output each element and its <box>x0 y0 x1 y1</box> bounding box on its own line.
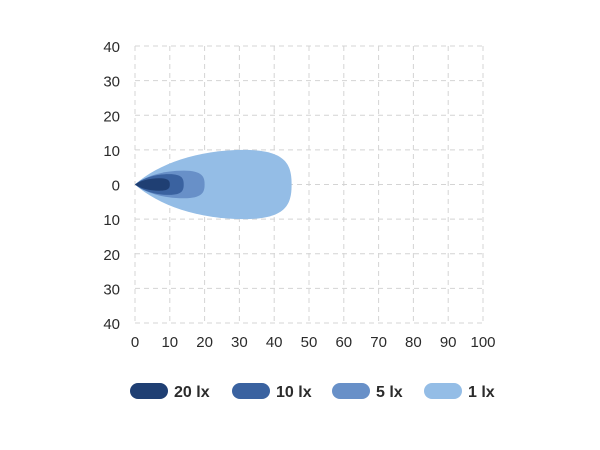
legend-label: 1 lx <box>468 384 495 401</box>
y-tick-label: 0 <box>112 178 120 195</box>
y-tick-label: 40 <box>103 39 120 56</box>
y-tick-label: 40 <box>103 316 120 333</box>
x-tick-label: 0 <box>131 334 139 351</box>
x-tick-label: 20 <box>196 334 213 351</box>
beam-contours <box>135 149 292 220</box>
x-axis-ticks: 0 10 20 30 40 50 60 70 80 90 100 <box>131 334 496 351</box>
x-tick-label: 50 <box>301 334 318 351</box>
x-tick-label: 100 <box>470 334 495 351</box>
legend: 20 lx 10 lx 5 lx 1 lx <box>130 383 495 401</box>
y-tick-label: 10 <box>103 212 120 229</box>
legend-swatch <box>332 383 370 399</box>
y-tick-label: 30 <box>103 74 120 91</box>
beam-contour-1lx <box>135 149 292 220</box>
legend-swatch <box>130 383 168 399</box>
legend-swatch <box>424 383 462 399</box>
x-tick-label: 40 <box>266 334 283 351</box>
y-tick-label: 20 <box>103 108 120 125</box>
x-tick-label: 80 <box>405 334 422 351</box>
x-tick-label: 10 <box>161 334 178 351</box>
y-tick-label: 20 <box>103 247 120 264</box>
legend-label: 20 lx <box>174 384 210 401</box>
legend-label: 5 lx <box>376 384 403 401</box>
y-axis-ticks: 40 30 20 10 0 10 20 30 40 <box>103 39 120 333</box>
legend-swatch <box>232 383 270 399</box>
x-tick-label: 70 <box>370 334 387 351</box>
x-tick-label: 30 <box>231 334 248 351</box>
x-tick-label: 60 <box>335 334 352 351</box>
y-tick-label: 30 <box>103 281 120 298</box>
legend-label: 10 lx <box>276 384 312 401</box>
y-tick-label: 10 <box>103 143 120 160</box>
x-tick-label: 90 <box>440 334 457 351</box>
grid <box>134 45 484 324</box>
beam-contour-20lx <box>135 178 170 191</box>
